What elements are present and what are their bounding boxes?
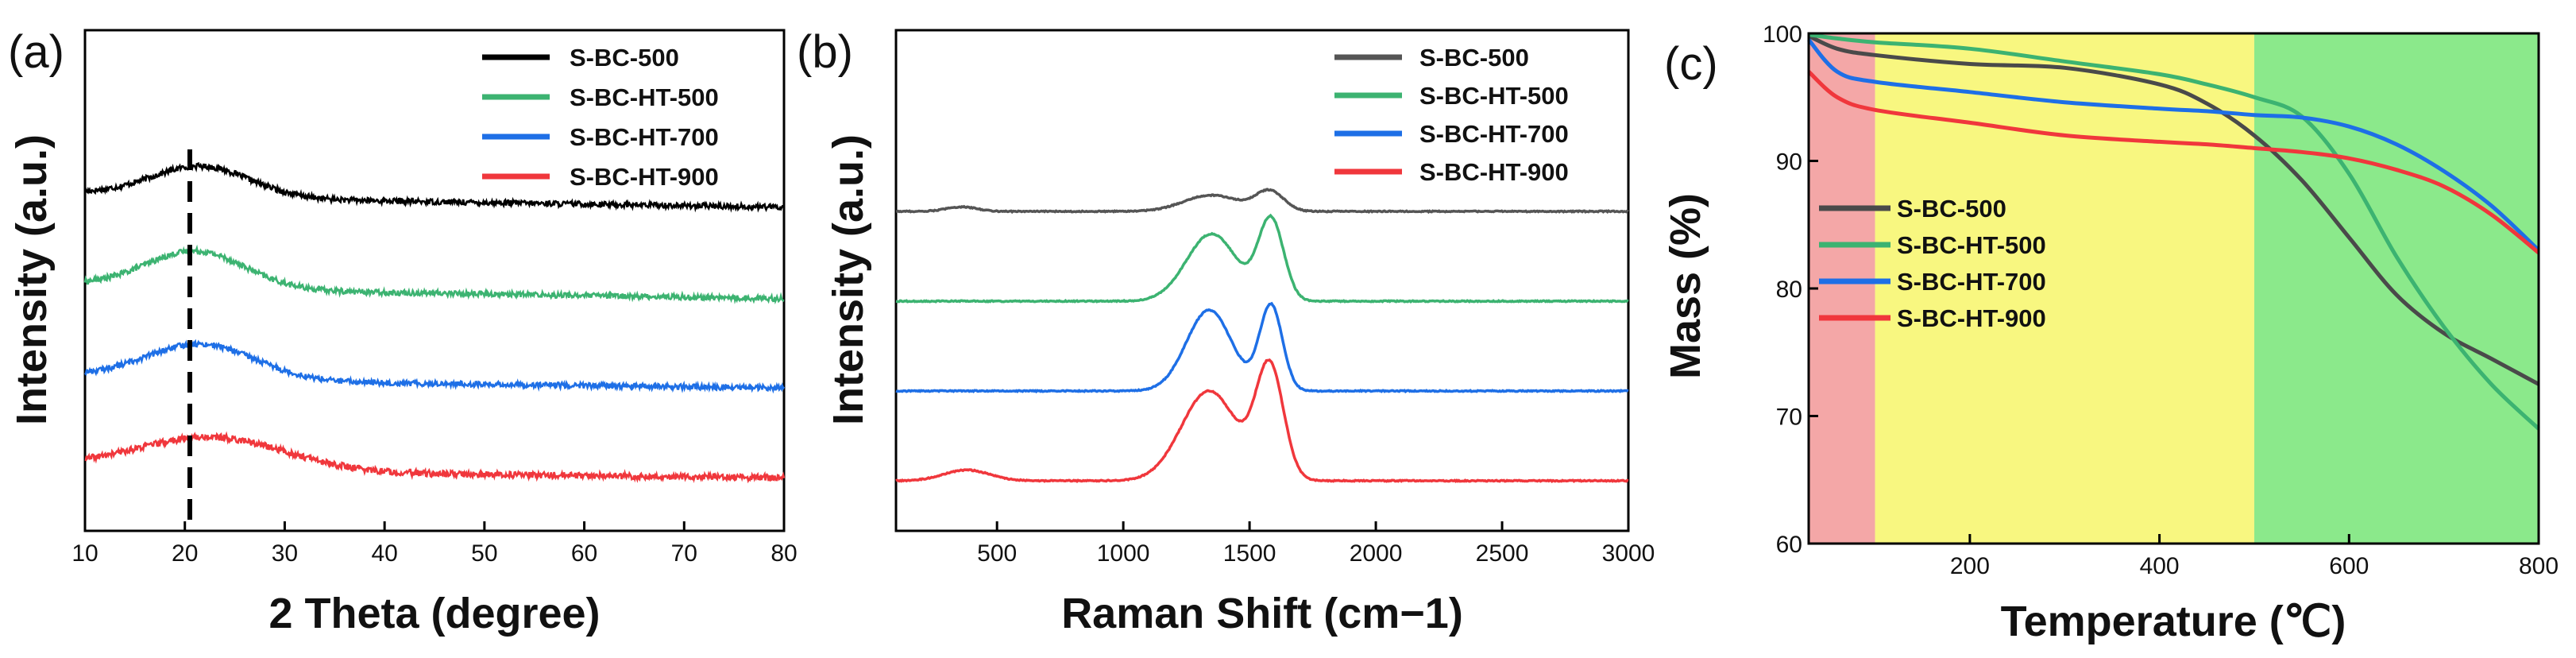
panel-a-x-tick-label: 50 (471, 540, 497, 567)
panel-c-tag: (c) (1664, 38, 1718, 90)
panel-a-legend-label: S-BC-HT-700 (570, 123, 719, 151)
panel-c-legend: S-BC-500 S-BC-HT-500 S-BC-HT-700 S-BC-HT-90… (1819, 195, 2046, 332)
panel-b-series (895, 188, 1629, 484)
panel-a-x-tick-label: 40 (371, 540, 397, 567)
panel-b-x-tick-label: 1500 (1223, 540, 1276, 567)
panel-b-x-tick-label: 2000 (1350, 540, 1403, 567)
panel-c-x-axis-label: Temperature (℃) (2001, 598, 2346, 645)
panel-b-x-ticks: 500 1000 1500 2000 2500 3000 (977, 521, 1655, 567)
panel-b-axes-frame (894, 29, 1630, 532)
panel-c-legend-label: S-BC-HT-900 (1897, 304, 2046, 332)
panel-c-y-tick-label: 60 (1776, 532, 1802, 558)
panel-c-y-tick-label: 70 (1776, 404, 1802, 431)
panel-c-temperature-region (1809, 33, 1875, 544)
panel-a-series-line (84, 431, 786, 484)
panel-a-x-tick-label: 70 (671, 540, 697, 567)
panel-c-y-tick-label: 90 (1776, 149, 1802, 176)
panel-b-x-tick-label: 1000 (1097, 540, 1150, 567)
panel-c-x-tick-label: 600 (2329, 553, 2369, 579)
panel-c: 200 400 600 800 60 70 80 90 100 S-BC-500 S-BC-HT-… (1662, 21, 2559, 645)
panel-c-x-tick-label: 200 (1950, 553, 1990, 579)
panel-c-series-line (1807, 38, 2540, 252)
panel-b-legend-label: S-BC-500 (1419, 44, 1529, 72)
panel-c-temperature-regions (1809, 33, 2539, 544)
panel-a-x-tick-label: 80 (770, 540, 797, 567)
panel-c-y-axis-label: Mass (%) (1662, 193, 1709, 379)
panel-a: 10 20 30 40 50 60 70 80 S-BC-500S-BC-HT-500S-BC… (8, 26, 798, 637)
panel-c-legend-label: S-BC-HT-700 (1897, 268, 2046, 296)
panel-b-x-tick-label: 500 (977, 540, 1017, 567)
panel-b-series-line (895, 213, 1629, 304)
panel-c-ticks: 200 400 600 800 60 70 80 90 100 (1763, 21, 2559, 579)
panel-a-legend: S-BC-500 S-BC-HT-500 S-BC-HT-700 S-BC-HT-90… (482, 44, 719, 191)
panel-a-series-line (83, 161, 786, 213)
panel-b-x-tick-label: 2500 (1476, 540, 1529, 567)
panel-b: 500 1000 1500 2000 2500 3000 S-BC-500 S-BC-HT-… (797, 26, 1655, 637)
panel-b-series-line (895, 188, 1629, 215)
panel-b-series-line (895, 301, 1629, 394)
panel-c-y-tick-label: 100 (1763, 21, 1802, 48)
panel-b-x-tick-label: 3000 (1602, 540, 1655, 567)
panel-c-x-tick-label: 400 (2140, 553, 2180, 579)
panel-a-series-line (84, 339, 786, 394)
panel-b-x-axis-label: Raman Shift (cm−1) (1061, 590, 1463, 637)
panel-a-series (83, 161, 786, 484)
panel-a-legend-label: S-BC-HT-500 (570, 83, 719, 111)
panel-a-x-ticks: 10 20 30 40 50 60 70 80 (71, 521, 798, 567)
panel-c-x-tick-label: 800 (2519, 553, 2559, 579)
panel-a-tag: (a) (8, 26, 64, 78)
panel-b-legend-label: S-BC-HT-500 (1419, 82, 1569, 110)
panel-a-series-line (83, 244, 785, 305)
panel-a-x-tick-label: 60 (571, 540, 597, 567)
panel-c-temperature-region (2254, 33, 2539, 544)
panel-b-y-axis-label: Intensity (a.u.) (825, 134, 872, 425)
panel-a-y-axis-label: Intensity (a.u.) (8, 134, 56, 425)
panel-b-legend-label: S-BC-HT-700 (1419, 120, 1569, 148)
panel-c-legend-label: S-BC-500 (1897, 195, 2006, 223)
panel-a-x-axis-label: 2 Theta (degree) (268, 590, 600, 637)
panel-a-x-tick-label: 30 (272, 540, 298, 567)
panel-c-series-line (1808, 33, 2540, 431)
panel-b-legend: S-BC-500 S-BC-HT-500 S-BC-HT-700 S-BC-HT-90… (1334, 44, 1569, 186)
panel-a-legend-label: S-BC-HT-900 (570, 163, 719, 191)
panel-a-x-tick-label: 20 (172, 540, 198, 567)
panel-c-legend-label: S-BC-HT-500 (1897, 231, 2046, 259)
panel-a-legend-label: S-BC-500 (570, 44, 679, 72)
panel-c-y-tick-label: 80 (1776, 277, 1802, 303)
panel-b-legend-label: S-BC-HT-900 (1419, 158, 1569, 186)
panel-b-tag: (b) (797, 26, 853, 78)
panel-c-series-line (1807, 70, 2540, 255)
panel-b-series-line (895, 358, 1629, 484)
panel-a-x-tick-label: 10 (71, 540, 98, 567)
panel-c-series (1807, 33, 2540, 431)
